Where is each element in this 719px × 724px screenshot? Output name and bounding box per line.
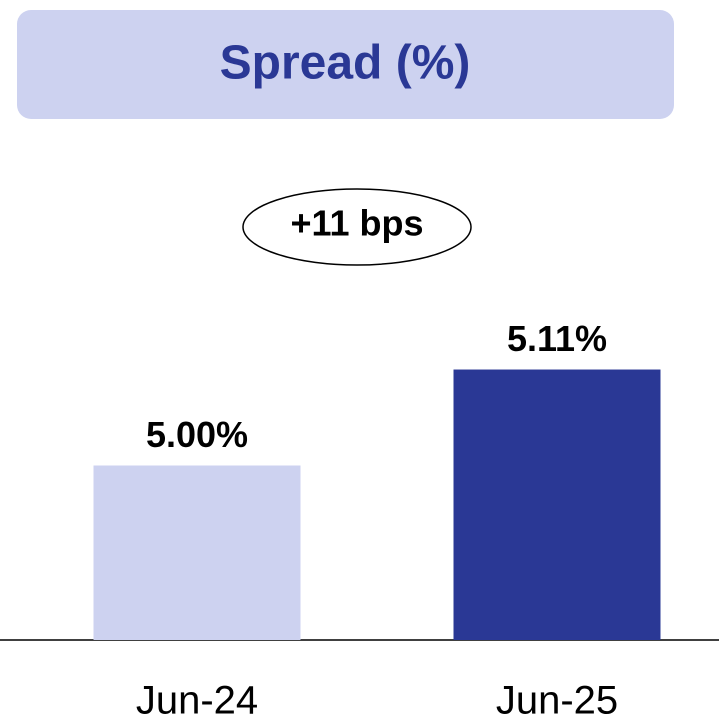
annotation-ellipse [242,188,472,266]
x-tick-label: Jun-25 [496,679,618,723]
x-tick-label: Jun-24 [136,679,258,723]
bar [93,465,301,640]
annotation: +11 bps [290,203,423,244]
chart-title: Spread (%) [220,37,471,90]
title-box [17,10,674,119]
bar [453,369,661,640]
value-label: 5.00% [146,414,248,455]
value-label: 5.11% [507,318,607,359]
